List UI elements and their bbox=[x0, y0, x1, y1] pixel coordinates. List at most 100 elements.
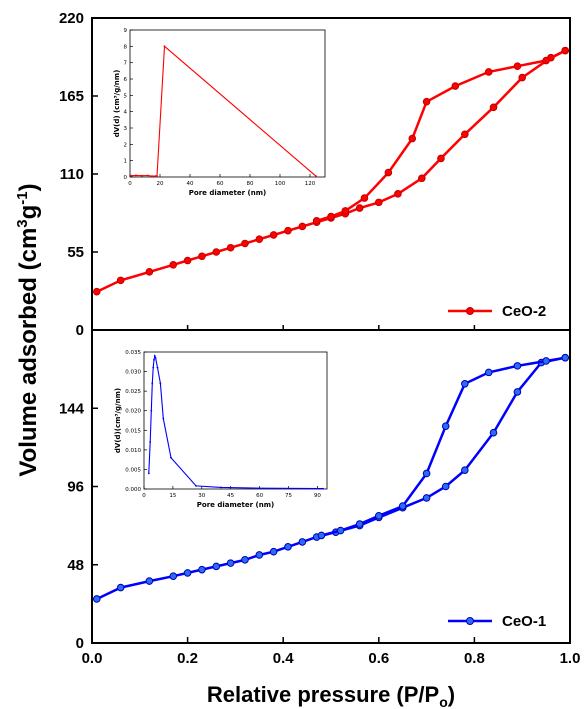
top-inset-y-tick-label-3: 3 bbox=[124, 126, 128, 132]
bottom-series-0-point-3 bbox=[169, 572, 178, 580]
top-series-1-point-8 bbox=[360, 194, 369, 202]
bottom-inset-y-tick-label-5: 0.025 bbox=[125, 389, 141, 395]
panel-ceo1: 0 48 96 144 CeO-1 0 15 30 45 60 75 90 0.000 0.005 0.… bbox=[59, 350, 570, 652]
bottom-inset-x-tick-label-1: 15 bbox=[169, 493, 176, 499]
bottom-inset-x-tick-label-3: 45 bbox=[227, 493, 234, 499]
top-inset-y-tick-label-8: 8 bbox=[124, 44, 128, 50]
bottom-inset-x-tick-label-6: 90 bbox=[314, 493, 321, 499]
top-inset-point-0 bbox=[130, 174, 133, 177]
legend-ceo1-label: CeO-1 bbox=[502, 613, 546, 630]
bottom-series-0-point-1 bbox=[116, 583, 125, 592]
top-series-1-point-3 bbox=[484, 68, 493, 76]
bottom-series-0-point-9 bbox=[255, 551, 264, 559]
bottom-series-1-point-9 bbox=[355, 520, 364, 528]
top-series-0-point-0 bbox=[92, 287, 101, 296]
bottom-inset-y-tick-label-1: 0.005 bbox=[125, 467, 141, 473]
bottom-inset-point-10 bbox=[162, 417, 165, 420]
bottom-inset-y-tick-label-7: 0.035 bbox=[125, 350, 141, 356]
top-inset-y-tick-label-1: 1 bbox=[124, 159, 128, 165]
top-inset-y-tick-label-4: 4 bbox=[124, 110, 128, 116]
bottom-series-0-point-21 bbox=[489, 428, 498, 437]
bottom-inset-frame bbox=[143, 351, 328, 490]
top-inset-y-tick-label-6: 6 bbox=[124, 77, 128, 83]
top-inset-x-tick-label-1: 20 bbox=[157, 181, 164, 187]
bottom-series-0-point-11 bbox=[284, 543, 292, 551]
top-inset-frame bbox=[129, 29, 326, 178]
top-series-1-point-5 bbox=[422, 97, 431, 106]
top-series-0-point-6 bbox=[212, 248, 221, 256]
top-series-0-point-1 bbox=[116, 276, 125, 285]
top-series-0-point-17 bbox=[375, 198, 383, 207]
bottom-series-0-point-2 bbox=[145, 577, 154, 585]
bottom-inset-point-5 bbox=[153, 358, 155, 361]
bottom-inset-point-11 bbox=[170, 456, 172, 459]
bottom-inset-x-tick-label-4: 60 bbox=[256, 493, 263, 499]
inset-ceo1-pore-distribution: 0 15 30 45 60 75 90 0.000 0.005 0.010 0.015 0.020 0.… bbox=[114, 350, 328, 509]
top-inset-y-tick-label-9: 9 bbox=[124, 28, 128, 34]
top-inset-point-3 bbox=[147, 174, 149, 177]
bottom-series-0-point-0 bbox=[92, 595, 101, 603]
top-y-tick-label-0: 0 bbox=[76, 322, 84, 339]
top-series-0-point-10 bbox=[269, 231, 278, 239]
bottom-series-1-line bbox=[321, 356, 566, 537]
top-series-0-point-21 bbox=[461, 130, 469, 139]
top-inset-x-tick-label-4: 80 bbox=[247, 181, 254, 187]
top-series-1-point-10 bbox=[327, 212, 335, 221]
top-series-1-point-2 bbox=[513, 62, 522, 71]
bottom-inset-y-tick-label-4: 0.020 bbox=[125, 409, 141, 415]
bottom-y-tick-label-3: 144 bbox=[59, 400, 85, 417]
top-inset-point-5 bbox=[154, 175, 157, 177]
x-tick-label-2: 0.4 bbox=[273, 650, 295, 667]
top-inset-x-tick-label-3: 60 bbox=[217, 181, 224, 187]
top-inset-point-2 bbox=[141, 174, 143, 177]
bottom-inset-point-14 bbox=[258, 487, 261, 490]
top-inset-y-tick-label-7: 7 bbox=[124, 61, 128, 67]
bottom-inset-y-tick-label-6: 0.030 bbox=[125, 370, 141, 376]
bottom-inset-x-tick-label-5: 75 bbox=[285, 493, 292, 499]
bottom-inset-y-tick-label-0: 0.000 bbox=[125, 487, 141, 493]
bottom-series-0-point-7 bbox=[226, 559, 235, 567]
bottom-inset-point-1 bbox=[149, 441, 152, 443]
bottom-inset-point-13 bbox=[220, 486, 222, 489]
bottom-inset-point-9 bbox=[159, 382, 162, 385]
top-y-tick-label-4: 220 bbox=[59, 10, 84, 27]
top-inset-point-6 bbox=[156, 175, 158, 177]
bottom-series-1-point-7 bbox=[398, 502, 407, 510]
bottom-inset-point-0 bbox=[147, 472, 150, 475]
top-y-tick-label-1: 55 bbox=[67, 244, 84, 261]
top-inset-x-tick-label-2: 40 bbox=[187, 181, 194, 187]
top-series-0-point-20 bbox=[437, 154, 445, 163]
bottom-series-1-point-10 bbox=[336, 526, 345, 535]
bottom-inset-point-12 bbox=[195, 484, 197, 487]
top-inset-x-tick-label-5: 100 bbox=[275, 181, 286, 187]
bottom-inset-x-title: Pore diameter (nm) bbox=[197, 501, 274, 509]
top-inset-y-tick-label-0: 0 bbox=[124, 175, 128, 181]
bottom-series-1-point-2 bbox=[513, 362, 522, 370]
top-inset-x-tick-label-6: 120 bbox=[305, 181, 316, 187]
bottom-series-1-point-11 bbox=[317, 531, 326, 540]
top-inset-y-tick-label-5: 5 bbox=[124, 93, 128, 99]
bottom-series-1-point-6 bbox=[422, 469, 431, 478]
bottom-series-1-point-8 bbox=[375, 512, 383, 520]
top-series-0-point-9 bbox=[255, 235, 264, 244]
bottom-series-1-point-0 bbox=[561, 353, 570, 362]
legend-ceo2-label: CeO-2 bbox=[502, 303, 546, 320]
top-series-0-point-7 bbox=[226, 243, 235, 252]
bottom-y-tick-label-0: 0 bbox=[76, 635, 84, 652]
bottom-series-0-point-20 bbox=[461, 466, 469, 474]
top-series-0-point-19 bbox=[418, 174, 426, 183]
top-series-1-point-0 bbox=[561, 46, 570, 55]
top-series-1-line bbox=[316, 49, 566, 222]
top-y-axis: 0 55 110 165 220 bbox=[59, 10, 98, 339]
top-inset-point-8 bbox=[315, 175, 317, 178]
legend-ceo1: CeO-1 bbox=[448, 613, 546, 630]
bottom-series-0-point-5 bbox=[198, 565, 206, 574]
legend-ceo1-marker bbox=[466, 617, 474, 625]
bottom-series-0-point-6 bbox=[212, 562, 221, 571]
x-tick-label-4: 0.8 bbox=[464, 650, 485, 667]
bottom-series-0-point-12 bbox=[298, 538, 307, 546]
ceo1-isotherm bbox=[92, 353, 570, 603]
ceo2-isotherm bbox=[92, 46, 570, 296]
bottom-series-1-point-4 bbox=[461, 379, 469, 388]
